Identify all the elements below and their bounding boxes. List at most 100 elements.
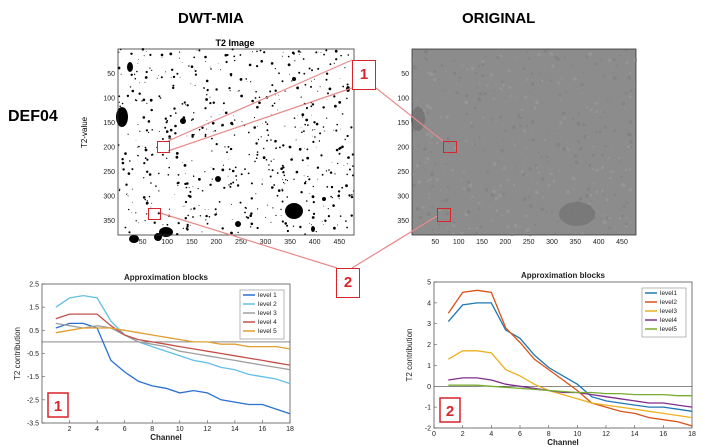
t2-speck xyxy=(131,188,133,190)
t2-speck xyxy=(184,200,188,204)
t2-speck xyxy=(274,139,277,143)
t2-speck xyxy=(255,157,258,159)
orig-speckle xyxy=(456,82,458,84)
orig-speckle xyxy=(566,141,569,144)
t2-speck xyxy=(131,212,133,213)
orig-speckle xyxy=(452,221,455,224)
x-tick-label: 6 xyxy=(123,426,127,433)
t2-speck xyxy=(209,96,211,98)
orig-speckle xyxy=(431,112,433,114)
orig-speckle xyxy=(470,125,473,128)
t2-speck xyxy=(303,175,305,177)
orig-speckle xyxy=(547,81,549,84)
orig-speckle xyxy=(600,184,602,186)
t2-speck xyxy=(194,68,195,70)
t2-speck xyxy=(118,95,121,98)
orig-x-tick: 450 xyxy=(616,239,628,246)
orig-speckle xyxy=(530,72,534,76)
t2-speck xyxy=(286,224,289,227)
t2-speck xyxy=(137,154,139,157)
x-tick-label: 8 xyxy=(150,426,154,433)
orig-speckle xyxy=(465,68,469,71)
orig-speckle xyxy=(475,231,478,234)
t2-speck xyxy=(270,160,272,162)
orig-speckle xyxy=(559,164,561,166)
chart-badge-box xyxy=(47,392,69,418)
t2-speck xyxy=(341,145,344,149)
x-tick-label: 4 xyxy=(95,426,99,433)
t2-y-tick: 50 xyxy=(107,71,115,78)
orig-speckle xyxy=(429,106,433,109)
orig-speckle xyxy=(505,97,507,99)
t2-speck xyxy=(306,156,310,160)
t2-speck xyxy=(306,106,308,109)
orig-speckle xyxy=(597,227,598,228)
sample-label: DEF04 xyxy=(8,108,58,125)
orig-speckle xyxy=(430,151,433,154)
orig-speckle xyxy=(511,68,513,70)
orig-speckle xyxy=(579,197,583,201)
orig-speckle xyxy=(589,108,593,112)
t2-speck xyxy=(250,182,253,185)
orig-speckle xyxy=(517,113,521,117)
orig-speckle xyxy=(610,146,613,148)
orig-speckle xyxy=(622,205,626,209)
t2-speck xyxy=(182,205,184,207)
t2-speck xyxy=(192,216,194,218)
orig-speckle xyxy=(509,94,512,97)
t2-speck xyxy=(248,63,252,67)
t2-speck xyxy=(311,216,315,219)
t2-speck xyxy=(265,159,268,161)
t2-speck xyxy=(201,190,204,192)
orig-speckle xyxy=(491,118,495,122)
orig-speckle xyxy=(495,209,499,212)
orig-speckle xyxy=(423,147,427,152)
t2-speck xyxy=(309,223,310,225)
orig-speckle xyxy=(566,148,570,152)
t2-speck xyxy=(292,156,294,158)
orig-speckle xyxy=(411,128,416,133)
t2-speck xyxy=(222,164,225,166)
t2-speck xyxy=(350,195,354,199)
orig-speckle xyxy=(608,216,611,220)
orig-y-tick: 200 xyxy=(397,144,409,151)
orig-speckle xyxy=(427,71,430,75)
t2-speck xyxy=(204,209,206,210)
orig-speckle xyxy=(519,124,522,128)
t2-speck xyxy=(160,76,163,79)
t2-speck xyxy=(281,164,284,167)
orig-speckle xyxy=(481,60,485,64)
t2-speck xyxy=(331,162,333,163)
t2-x-tick: 300 xyxy=(260,239,272,246)
orig-speckle xyxy=(628,95,632,98)
orig-speckle xyxy=(522,173,526,177)
t2-speck xyxy=(146,102,148,104)
zoom-line xyxy=(159,212,338,269)
t2-speck xyxy=(298,147,302,151)
t2-speck xyxy=(234,59,236,62)
orig-speckle xyxy=(522,129,527,133)
t2-blob xyxy=(285,203,303,219)
orig-speckle xyxy=(432,187,434,189)
orig-speckle xyxy=(590,222,592,223)
orig-speckle xyxy=(556,142,561,147)
t2-speck xyxy=(348,168,351,171)
orig-speckle xyxy=(456,131,458,133)
t2-speck xyxy=(230,203,232,205)
orig-speckle xyxy=(471,143,473,146)
t2-speck xyxy=(281,55,283,57)
t2-speck xyxy=(144,220,146,222)
t2-speck xyxy=(260,60,263,63)
orig-speckle xyxy=(476,86,479,89)
orig-speckle xyxy=(618,157,621,160)
t2-speck xyxy=(258,101,261,105)
t2-speck xyxy=(301,113,305,117)
orig-speckle xyxy=(587,179,589,181)
t2-speck xyxy=(214,130,216,132)
roi-marker-2-right xyxy=(437,208,451,222)
t2-speck xyxy=(204,55,207,59)
orig-speckle xyxy=(415,141,417,144)
orig-speckle xyxy=(481,62,485,66)
orig-speckle xyxy=(624,225,628,228)
t2-speck xyxy=(168,208,171,210)
